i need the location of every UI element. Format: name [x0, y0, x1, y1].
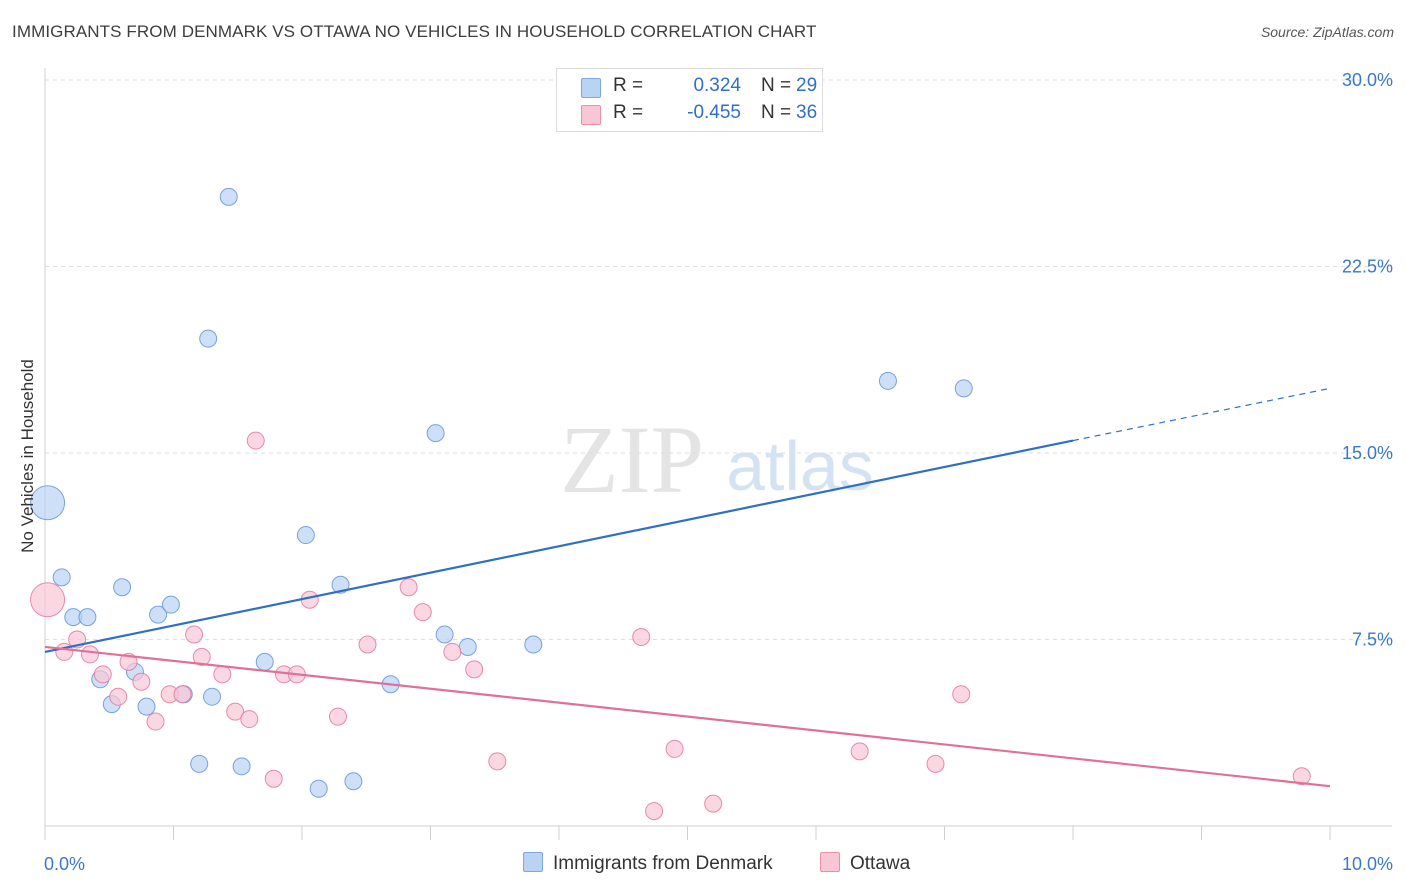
point-ottawa	[80, 645, 99, 664]
point-denmark	[331, 575, 350, 594]
point-ottawa	[30, 582, 66, 618]
legend-n-label: N =	[761, 75, 792, 96]
point-ottawa	[146, 712, 165, 731]
point-ottawa	[119, 652, 138, 671]
chart-title: IMMIGRANTS FROM DENMARK VS OTTAWA NO VEH…	[12, 22, 817, 41]
y-tick-label: 30.0%	[1342, 70, 1393, 90]
point-ottawa	[240, 710, 259, 729]
stats-legend: R = 0.324 N = 29 R = -0.455 N = 36	[556, 68, 823, 132]
legend-r-value: -0.455	[687, 102, 741, 123]
y-tick-label: 15.0%	[1342, 443, 1393, 463]
point-denmark	[426, 424, 445, 443]
point-denmark	[458, 637, 477, 656]
point-denmark	[232, 757, 251, 776]
point-denmark	[344, 772, 363, 791]
point-ottawa	[246, 431, 265, 450]
point-denmark	[524, 635, 543, 654]
legend-r-label: R =	[613, 102, 644, 123]
legend-n-value: 36	[796, 102, 818, 123]
point-ottawa	[399, 578, 418, 597]
point-denmark	[878, 371, 897, 390]
y-tick-label: 7.5%	[1352, 630, 1393, 650]
point-ottawa	[213, 665, 232, 684]
point-ottawa	[704, 794, 723, 813]
point-ottawa	[358, 635, 377, 654]
bottom-legend-denmark: Immigrants from Denmark	[523, 852, 773, 875]
point-ottawa	[132, 672, 151, 691]
source-credit: Source: ZipAtlas.com	[1260, 24, 1394, 40]
point-denmark	[296, 526, 315, 545]
point-denmark	[190, 754, 209, 773]
legend-r-label: R =	[613, 75, 644, 96]
point-ottawa	[1292, 767, 1311, 786]
point-ottawa	[328, 707, 347, 726]
point-denmark	[203, 687, 222, 706]
point-ottawa	[952, 685, 971, 704]
point-denmark	[219, 187, 238, 206]
legend-n-value: 29	[796, 75, 818, 96]
y-axis-label: No Vehicles in Household	[18, 359, 37, 553]
legend-swatch-denmark	[581, 78, 601, 98]
point-ottawa	[226, 702, 245, 721]
point-denmark	[255, 652, 274, 671]
point-denmark	[52, 568, 71, 587]
point-ottawa	[850, 742, 869, 761]
point-denmark	[199, 329, 218, 348]
point-ottawa	[465, 660, 484, 679]
bottom-legend-ottawa: Ottawa	[820, 852, 910, 875]
point-denmark	[149, 605, 168, 624]
point-ottawa	[264, 769, 283, 788]
point-ottawa	[185, 625, 204, 644]
trendline-denmark	[44, 439, 1074, 654]
point-ottawa	[488, 752, 507, 771]
point-ottawa	[665, 739, 684, 758]
point-denmark	[30, 485, 66, 521]
watermark-atlas: atlas	[726, 427, 874, 505]
point-ottawa	[109, 687, 128, 706]
bottom-legend-label-ottawa: Ottawa	[850, 853, 911, 874]
legend-n-label: N =	[761, 102, 792, 123]
legend-r-value: 0.324	[693, 75, 741, 96]
point-denmark	[954, 379, 973, 398]
x-tick-label-min: 0.0%	[44, 854, 85, 874]
watermark-zip: ZIP	[560, 406, 704, 513]
point-denmark	[435, 625, 454, 644]
point-denmark	[113, 578, 132, 597]
bottom-legend-swatch-ottawa	[820, 852, 840, 872]
x-tick-label-max: 10.0%	[1342, 854, 1393, 874]
bottom-legend-swatch-denmark	[523, 852, 543, 872]
trendline-ottawa	[44, 645, 1331, 788]
point-ottawa	[173, 685, 192, 704]
legend-swatch-ottawa	[581, 105, 601, 125]
point-ottawa	[443, 642, 462, 661]
point-denmark	[78, 608, 97, 627]
trendline-denmark-extension	[1072, 387, 1331, 442]
bottom-legend-label-denmark: Immigrants from Denmark	[553, 853, 773, 874]
point-ottawa	[192, 647, 211, 666]
point-denmark	[137, 697, 156, 716]
point-ottawa	[645, 802, 664, 821]
point-ottawa	[632, 628, 651, 647]
point-denmark	[309, 779, 328, 798]
point-ottawa	[93, 665, 112, 684]
point-ottawa	[926, 754, 945, 773]
y-tick-label: 22.5%	[1342, 257, 1393, 277]
point-denmark	[161, 595, 180, 614]
point-ottawa	[413, 603, 432, 622]
